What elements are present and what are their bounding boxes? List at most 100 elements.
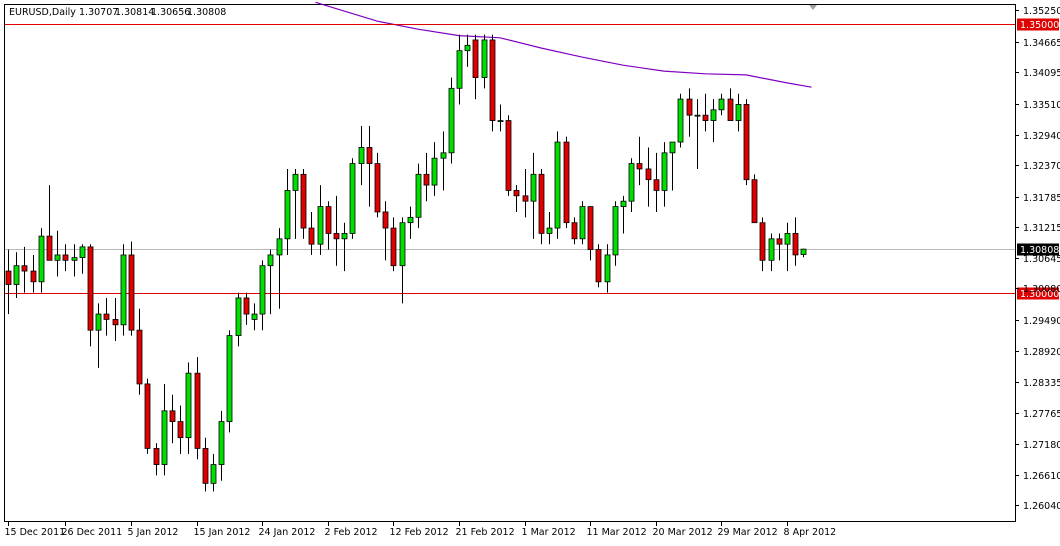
candle-body xyxy=(136,329,143,385)
candle xyxy=(620,195,627,234)
candle-body xyxy=(464,44,471,52)
y-tick-label: 1.28920 xyxy=(1023,347,1060,358)
current-price-label: 1.30808 xyxy=(1020,245,1059,256)
candle-body xyxy=(341,233,348,240)
candle xyxy=(464,34,471,67)
candle xyxy=(292,168,299,239)
price-label-box xyxy=(1017,287,1059,300)
candle-body xyxy=(284,190,291,240)
candle xyxy=(456,34,463,105)
candle-body xyxy=(194,372,201,449)
candle xyxy=(628,158,635,212)
candle xyxy=(677,93,684,148)
candle xyxy=(161,383,168,476)
candle-body xyxy=(161,410,168,465)
horizontal-lines-layer xyxy=(5,24,1015,294)
candle-body xyxy=(677,98,684,143)
candle xyxy=(505,115,512,196)
candle-body xyxy=(694,114,701,117)
candle xyxy=(645,147,652,207)
candle-body xyxy=(169,410,176,422)
candle xyxy=(30,254,37,293)
candle-body xyxy=(202,448,209,484)
candle-body xyxy=(144,383,151,449)
candle xyxy=(513,185,520,212)
candle-body xyxy=(513,190,520,197)
x-tick-label: 1 Mar 2012 xyxy=(522,527,576,538)
shift-marker-icon[interactable] xyxy=(809,5,817,10)
candle-body xyxy=(267,254,274,267)
candle xyxy=(54,230,61,277)
x-tick-label: 5 Jan 2012 xyxy=(128,527,179,538)
y-tick-label: 1.29490 xyxy=(1023,316,1060,327)
candle-body xyxy=(669,141,676,154)
candle xyxy=(554,131,561,239)
candle-body xyxy=(759,222,766,261)
candle-body xyxy=(79,246,86,259)
y-tick-label: 1.33510 xyxy=(1023,100,1060,111)
candle-body xyxy=(21,265,28,272)
candle xyxy=(210,453,217,492)
candle-body xyxy=(218,421,225,465)
candle-body xyxy=(653,179,660,191)
candle-body xyxy=(300,173,307,229)
candle xyxy=(571,217,578,245)
candle xyxy=(128,241,135,336)
candle xyxy=(481,34,488,89)
price-label: 1.35000 xyxy=(1020,20,1059,31)
candle-body xyxy=(645,168,652,181)
candle-body xyxy=(259,265,266,315)
candle-body xyxy=(366,147,373,164)
price-axis: 1.35000 1.30000 1.30808 1.35250 1.34665 1.340… xyxy=(1015,6,1060,512)
candle xyxy=(235,292,242,347)
candle xyxy=(259,260,266,331)
candle xyxy=(595,244,602,288)
candle-body xyxy=(13,265,20,285)
candle xyxy=(13,252,20,298)
candle-body xyxy=(546,227,553,234)
candle-body xyxy=(243,297,250,315)
candle xyxy=(800,248,807,258)
candle xyxy=(341,222,348,272)
candle xyxy=(317,185,324,255)
candle-body xyxy=(153,448,160,465)
chart-title: EURUSD,Daily xyxy=(9,7,76,18)
candle-body xyxy=(431,157,438,186)
candle-body xyxy=(112,319,119,326)
candle xyxy=(735,93,742,132)
candle xyxy=(46,185,53,261)
candle xyxy=(185,362,192,454)
candle xyxy=(120,244,127,336)
candle xyxy=(87,244,94,347)
candle-body xyxy=(751,179,758,224)
candle xyxy=(194,357,201,460)
candle xyxy=(727,88,734,121)
candle xyxy=(604,244,611,293)
candle-body xyxy=(399,222,406,267)
candle xyxy=(686,88,693,137)
candle-body xyxy=(374,163,381,213)
candle xyxy=(792,217,799,266)
candle-body xyxy=(636,163,643,170)
candle-body xyxy=(54,254,61,261)
candle-body xyxy=(686,98,693,116)
candle xyxy=(349,158,356,239)
candle xyxy=(276,228,283,309)
candle-body xyxy=(390,227,397,267)
candle-body xyxy=(604,254,611,283)
candle xyxy=(5,249,12,315)
candle xyxy=(522,168,529,218)
candle xyxy=(284,168,291,255)
y-tick-label: 1.31785 xyxy=(1023,193,1060,204)
candle-body xyxy=(735,104,742,121)
candle-body xyxy=(718,98,725,111)
candle xyxy=(103,297,110,336)
candle-body xyxy=(579,206,586,240)
x-tick-label: 29 Mar 2012 xyxy=(718,527,778,538)
candle xyxy=(177,405,184,454)
ohlc-close: 1.30808 xyxy=(187,7,226,18)
candle xyxy=(251,303,258,331)
candle xyxy=(448,77,455,164)
